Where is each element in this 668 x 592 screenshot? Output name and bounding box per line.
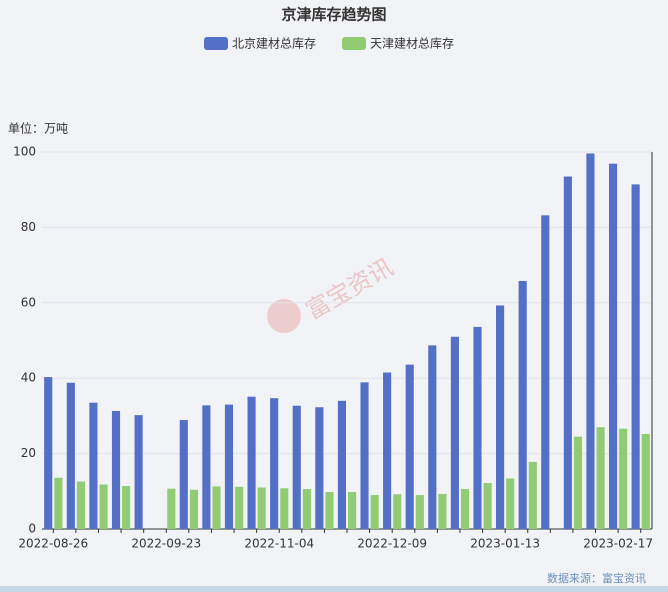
bar xyxy=(528,461,537,529)
legend-swatch xyxy=(342,37,366,50)
y-tick-label: 80 xyxy=(21,220,36,234)
bar xyxy=(473,326,482,529)
x-tick-label: 2023-02-17 xyxy=(583,537,653,551)
bar xyxy=(438,493,447,529)
y-tick-label: 20 xyxy=(21,446,36,460)
x-tick-label: 2022-12-09 xyxy=(357,537,427,551)
bar xyxy=(292,405,301,529)
bar xyxy=(383,372,392,529)
legend-label: 天津建材总库存 xyxy=(370,36,454,51)
bar xyxy=(302,489,311,529)
bar xyxy=(450,336,459,529)
x-tick-label: 2022-09-23 xyxy=(131,537,201,551)
y-tick-label: 40 xyxy=(21,371,36,385)
bar xyxy=(111,410,121,529)
bar xyxy=(212,486,221,529)
source: 数据来源：富宝资讯 xyxy=(547,571,646,585)
x-tick-label: 2022-08-26 xyxy=(18,537,88,551)
x-tick-label: 2023-01-13 xyxy=(470,537,540,551)
bar xyxy=(202,405,211,529)
bar xyxy=(460,489,470,529)
bar xyxy=(405,364,414,529)
bar xyxy=(224,404,234,529)
watermark: 富宝资讯 xyxy=(301,253,398,325)
y-tick-label: 100 xyxy=(13,145,36,159)
x-tick-label: 2022-11-04 xyxy=(244,537,314,551)
bar xyxy=(54,477,63,529)
watermark-logo xyxy=(267,299,301,333)
bar xyxy=(586,153,595,529)
bar xyxy=(337,400,346,529)
bar xyxy=(122,486,131,529)
bar xyxy=(541,215,550,529)
bar xyxy=(631,184,640,529)
bar xyxy=(596,427,605,529)
unit-label: 单位：万吨 xyxy=(8,121,68,136)
chart-title: 京津库存趋势图 xyxy=(281,6,386,24)
bar xyxy=(370,495,379,529)
bar xyxy=(428,345,437,529)
legend-label: 北京建材总库存 xyxy=(232,36,316,51)
y-tick-label: 60 xyxy=(21,295,36,309)
bar xyxy=(608,163,618,529)
bar xyxy=(641,433,650,529)
bar xyxy=(348,492,357,529)
bar xyxy=(99,484,108,529)
bar xyxy=(619,428,628,529)
bar xyxy=(506,478,515,529)
bar xyxy=(247,396,256,529)
bar xyxy=(66,382,75,529)
bar xyxy=(235,486,244,529)
bar xyxy=(415,495,424,529)
bar xyxy=(360,382,369,529)
bar xyxy=(325,492,334,529)
bar xyxy=(315,407,324,529)
bar xyxy=(44,377,53,529)
bar xyxy=(189,489,198,529)
bar xyxy=(76,481,86,529)
bar xyxy=(179,420,188,529)
bar xyxy=(167,488,176,529)
bar xyxy=(134,415,143,529)
bar xyxy=(573,436,583,529)
bar xyxy=(496,305,505,529)
bar xyxy=(280,488,289,529)
bar xyxy=(483,483,492,529)
bottom-strip xyxy=(0,586,668,592)
bar xyxy=(257,487,266,529)
bar xyxy=(393,494,402,529)
bar xyxy=(270,398,279,529)
bar xyxy=(518,280,527,529)
bar xyxy=(89,402,98,529)
y-tick-label: 0 xyxy=(28,522,36,536)
legend-swatch xyxy=(204,37,228,50)
bar xyxy=(563,176,572,529)
